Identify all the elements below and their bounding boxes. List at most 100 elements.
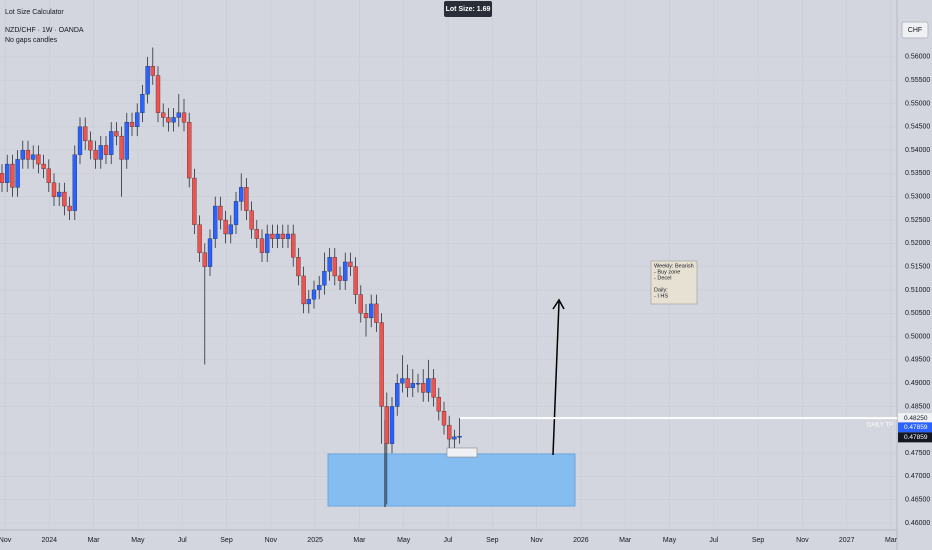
y-tick-label: 0.48500 [905,403,930,410]
price-axis [897,0,932,550]
candle-body [228,224,233,235]
candle-body [244,187,249,211]
y-tick-label: 0.55000 [905,100,930,107]
candle-body [192,177,197,225]
x-tick-label: May [397,537,411,544]
candle-body [150,66,155,76]
candle-body [410,383,415,388]
x-tick-label: Nov [530,537,543,544]
candle-body [181,112,187,123]
x-tick-label: May [131,537,145,544]
candle-body [207,238,213,267]
arrow-head [552,298,565,310]
candle-body [311,289,317,300]
note-line: Daily: [654,287,668,293]
candle-body [62,191,67,207]
y-tick-label: 0.50500 [905,310,930,317]
candle-body [119,135,124,160]
candle-body [374,303,379,323]
price-box [898,422,932,433]
candle-body [348,261,353,267]
candle-body [46,168,51,183]
y-tick-label: 0.54500 [905,124,930,131]
candle-body [441,410,447,426]
candle-body [176,112,181,118]
candle-body [301,275,306,305]
y-tick-label: 0.50000 [905,333,930,340]
x-tick-label: Nov [0,537,12,544]
y-tick-label: 0.47000 [905,473,930,480]
x-tick-label: Jul [444,537,453,544]
zone-box [446,447,478,458]
candle-body [296,257,301,277]
candle-body [187,121,192,179]
candle-body [166,117,171,123]
note-line: Weekly: Bearish [654,263,694,269]
candle-body [389,406,395,444]
x-tick-label: Nov [796,537,809,544]
note-line: - Decel [654,275,671,281]
candle-body [322,271,327,286]
candle-body [337,275,343,281]
y-tick-label: 0.52500 [905,217,930,224]
x-tick-label: Sep [220,537,233,544]
currency: CHF [908,27,922,34]
candle-body [291,233,296,258]
candle-body [452,436,457,440]
arrow [552,301,560,456]
x-tick-label: Jul [709,537,718,544]
candle-body [306,299,311,305]
candle-body [41,163,46,169]
candle-body [103,145,109,155]
x-tick-label: 2024 [42,537,58,544]
candle-body [285,233,291,239]
y-tick-label: 0.53500 [905,170,930,177]
x-tick-label: Jul [178,537,187,544]
x-tick-label: Sep [486,537,499,544]
candle-body [88,140,93,151]
x-tick-label: 2026 [573,537,589,544]
candle-body [363,313,369,319]
candle-body [384,406,389,444]
candle-body [343,261,348,281]
candle-body [431,378,436,398]
candle-body [25,149,31,160]
candle-body [327,257,332,272]
candle-body [275,233,280,239]
price-label: 0.47859 [904,434,928,441]
candle-body [140,94,145,113]
candle-body [405,378,410,388]
candle-body [77,126,83,155]
candle-body [447,424,452,440]
symbol: NZD/CHF · 1W · OANDA [5,27,84,34]
candle-body [0,173,5,183]
x-tick-label: Mar [353,537,366,544]
lot-size-box [444,1,492,17]
y-tick-label: 0.53000 [905,194,930,201]
candle-body [254,229,259,239]
candle-body [223,219,228,235]
x-tick-label: Nov [265,537,278,544]
note: No gaps candles [5,37,58,44]
candle-body [155,75,161,113]
note-line: - Buy zone [654,269,680,275]
candle-body [426,378,431,393]
y-tick-label: 0.55500 [905,77,930,84]
candle-body [20,149,25,160]
y-tick-label: 0.47500 [905,450,930,457]
candle-body [135,112,140,127]
candle-body [249,210,254,230]
candle-body [395,383,400,407]
candle-body [202,252,207,267]
price-box [898,432,932,443]
x-tick-label: May [663,537,677,544]
candle-body [36,154,41,165]
candle-body [67,205,72,211]
y-tick-label: 0.49500 [905,357,930,364]
candle-body [317,285,322,291]
candle-body [98,145,103,160]
candle-body [114,131,119,137]
candle-body [259,238,265,253]
tp-price-box [898,413,932,424]
